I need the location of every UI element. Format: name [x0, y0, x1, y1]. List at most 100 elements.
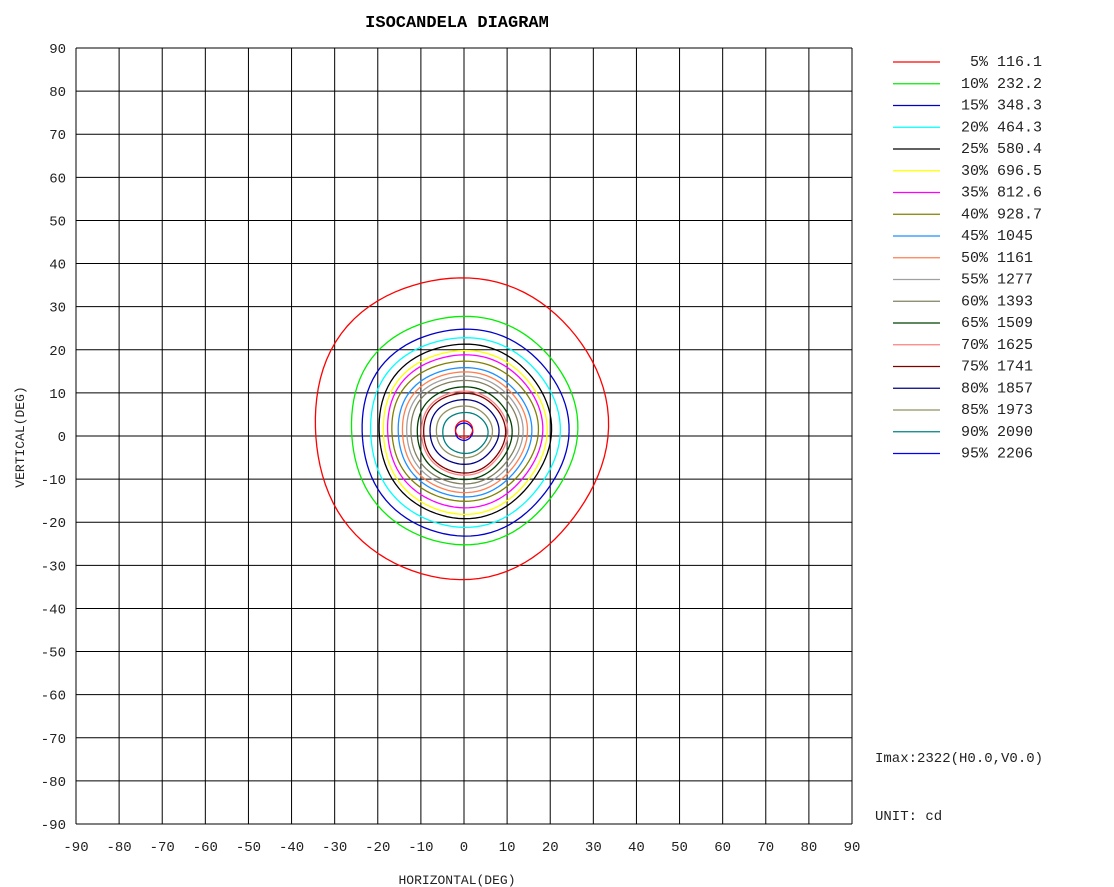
contour-35pct [386, 354, 544, 509]
legend-percent: 45% [961, 228, 989, 245]
x-tick-label: 50 [671, 840, 688, 856]
legend-value: 812.6 [997, 185, 1042, 202]
legend-value: 1161 [997, 250, 1033, 267]
y-tick-label: -90 [41, 818, 66, 834]
legend: 5% 116.1 10% 232.2 15% 348.3 20% 464.3 25% 580.4 3… [893, 54, 1042, 463]
y-tick-label: -10 [41, 473, 66, 489]
y-tick-label: 70 [49, 128, 66, 144]
legend-percent: 90% [961, 424, 989, 441]
legend-percent: 15% [961, 98, 989, 115]
x-tick-label: 40 [628, 840, 645, 856]
plot-grid [75, 47, 853, 825]
x-tick-label: 20 [542, 840, 559, 856]
x-tick-label: -20 [365, 840, 390, 856]
legend-percent: 30% [961, 163, 989, 180]
y-tick-label: -70 [41, 732, 66, 748]
y-tick-label: 80 [49, 85, 66, 101]
x-tick-label: -40 [279, 840, 304, 856]
contour-70pct [420, 390, 509, 476]
legend-value: 928.7 [997, 206, 1042, 223]
x-tick-label: -90 [63, 840, 88, 856]
contour-45pct [397, 366, 533, 498]
unit-readout: UNIT: cd [875, 809, 942, 825]
legend-percent: 75% [961, 359, 989, 376]
y-tick-label: 10 [49, 387, 66, 403]
contour-40pct [391, 360, 540, 502]
x-tick-label: 90 [844, 840, 861, 856]
contour-90pct [442, 411, 489, 455]
y-axis-label: VERTICAL(DEG) [13, 386, 28, 487]
contour-60pct [410, 379, 520, 485]
contour-75pct [423, 392, 507, 474]
x-tick-label: -80 [107, 840, 132, 856]
legend-value: 1277 [997, 272, 1033, 289]
legend-value: 2090 [997, 424, 1033, 441]
y-tick-label: 90 [49, 42, 66, 58]
y-tick-label: 20 [49, 344, 66, 360]
contour-85pct [435, 405, 494, 459]
legend-value: 1509 [997, 315, 1033, 332]
legend-percent: 85% [961, 402, 989, 419]
x-tick-label: 60 [714, 840, 731, 856]
x-tick-label: 70 [757, 840, 774, 856]
legend-value: 348.3 [997, 98, 1042, 115]
legend-percent: 80% [961, 380, 989, 397]
legend-percent: 95% [961, 446, 989, 463]
y-tick-label: -20 [41, 516, 66, 532]
imax-readout: Imax:2322(H0.0,V0.0) [875, 751, 1043, 767]
contour-5pct [314, 277, 610, 581]
contour-65pct [416, 386, 513, 481]
legend-percent: 20% [961, 119, 989, 136]
legend-percent: 40% [961, 206, 989, 223]
contour-15pct [361, 328, 570, 537]
legend-percent: 65% [961, 315, 989, 332]
contour-10pct [350, 315, 579, 546]
legend-percent: 25% [961, 141, 989, 158]
x-tick-label: -70 [150, 840, 175, 856]
contour-55pct [406, 375, 524, 489]
legend-percent: 10% [961, 76, 989, 93]
x-tick-label: -60 [193, 840, 218, 856]
legend-value: 1393 [997, 293, 1033, 310]
legend-value: 696.5 [997, 163, 1042, 180]
x-tick-label: 10 [499, 840, 516, 856]
legend-value: 1741 [997, 359, 1033, 376]
y-tick-label: -80 [41, 775, 66, 791]
legend-value: 116.1 [997, 54, 1042, 71]
y-tick-labels: 90 80 70 60 50 40 30 20 10 0 -10 -20 -30 -40 -50 -60 -70… [41, 42, 66, 834]
legend-value: 1973 [997, 402, 1033, 419]
legend-value: 464.3 [997, 119, 1042, 136]
legend-value: 1625 [997, 337, 1033, 354]
legend-value: 1045 [997, 228, 1033, 245]
y-tick-label: 60 [49, 171, 66, 187]
contour-25pct [378, 343, 553, 520]
y-tick-label: -60 [41, 689, 66, 705]
legend-value: 232.2 [997, 76, 1042, 93]
contour-30pct [382, 349, 548, 516]
center-marker [454, 420, 474, 439]
y-tick-label: -30 [41, 559, 66, 575]
x-tick-label: 0 [460, 840, 468, 856]
x-tick-label: -10 [408, 840, 433, 856]
x-tick-label: 80 [800, 840, 817, 856]
legend-percent: 55% [961, 272, 989, 289]
contour-20pct [369, 337, 561, 529]
y-tick-label: 0 [58, 430, 66, 446]
y-tick-label: 40 [49, 258, 66, 274]
y-tick-label: 30 [49, 301, 66, 317]
chart-title: ISOCANDELA DIAGRAM [365, 14, 549, 33]
contour-lines [314, 277, 610, 581]
y-tick-label: -50 [41, 646, 66, 662]
x-tick-label: -50 [236, 840, 261, 856]
legend-value: 1857 [997, 380, 1033, 397]
legend-percent: 60% [961, 293, 989, 310]
legend-percent: 50% [961, 250, 989, 267]
legend-value: 580.4 [997, 141, 1042, 158]
y-tick-label: -40 [41, 602, 66, 618]
y-tick-label: 50 [49, 214, 66, 230]
legend-percent: 70% [961, 337, 989, 354]
contour-80pct [429, 398, 500, 465]
x-tick-labels: -90 -80 -70 -60 -50 -40 -30 -20 -10 0 10 20 30 40 50 60… [63, 840, 860, 856]
legend-value: 2206 [997, 446, 1033, 463]
